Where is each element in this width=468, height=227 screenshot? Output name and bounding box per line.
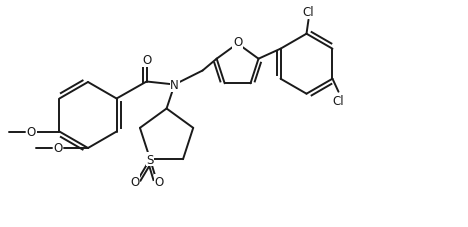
Text: Cl: Cl: [303, 6, 314, 19]
Text: S: S: [146, 153, 154, 166]
Text: O: O: [53, 142, 63, 155]
Text: O: O: [154, 175, 164, 188]
Text: N: N: [170, 79, 179, 92]
Text: O: O: [233, 36, 242, 49]
Text: Cl: Cl: [333, 95, 344, 108]
Text: O: O: [27, 126, 36, 138]
Text: O: O: [131, 175, 140, 188]
Text: O: O: [142, 54, 151, 67]
